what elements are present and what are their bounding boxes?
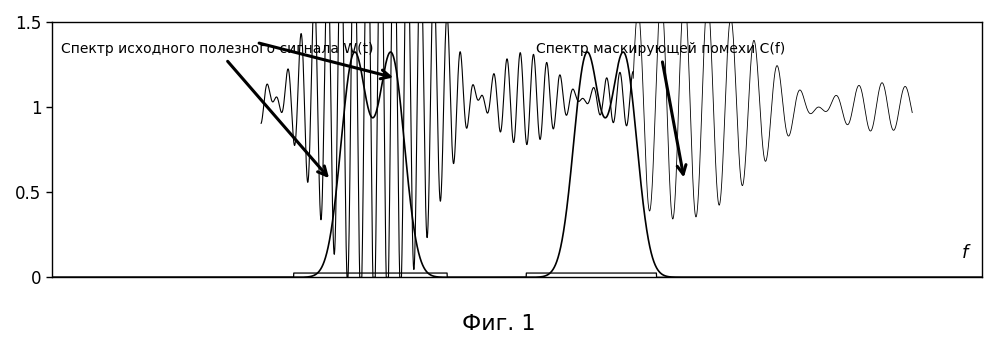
Text: f: f: [962, 244, 968, 262]
Text: Спектр маскирующей помехи C(f): Спектр маскирующей помехи C(f): [535, 42, 785, 174]
Text: Спектр исходного полезного сигнала W(t): Спектр исходного полезного сигнала W(t): [61, 42, 374, 176]
Text: Фиг. 1: Фиг. 1: [462, 314, 535, 334]
